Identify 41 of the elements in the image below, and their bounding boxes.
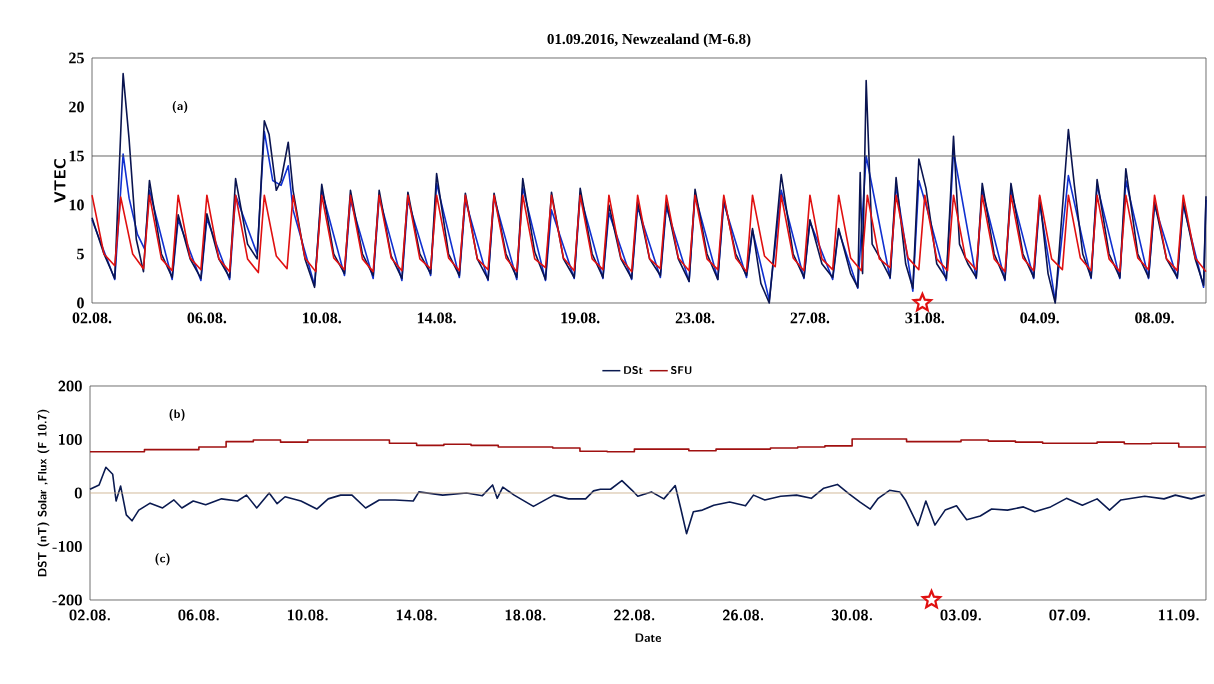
y-tick-label: -200 [52,594,82,606]
legend-label: DSt [624,366,643,375]
x-tick-label: 22.08. [613,609,655,621]
annotation: (b) [169,408,185,421]
y-tick-label: 0 [77,297,84,309]
y-tick-label: 20 [69,101,84,113]
y-tick-label: -100 [52,540,82,553]
x-tick-label: 10.08. [287,609,328,621]
x-tick-label: 31.08. [905,312,945,324]
x-tick-label: 06.08. [187,312,227,324]
legend-label: SFU [671,366,692,375]
x-tick-label: 02.08. [72,312,112,324]
x-tick-label: 14.08. [396,609,437,621]
x-tick-label: 08.09. [1135,312,1174,324]
x-tick-label: 07.09. [1049,609,1090,621]
annotation: (a) [172,100,188,113]
x-tick-label: 11.09. [1158,609,1199,621]
y-tick-label: 25 [69,52,84,64]
x-tick-label: 23.08. [675,312,715,324]
y-tick-label: 0 [74,487,82,499]
y-axis-title: DST (nT) Solar ,Flux (F 10.7) [37,409,50,577]
x-tick-label: 19.08. [561,312,600,324]
x-tick-label: 30.08. [831,609,872,621]
y-tick-label: 5 [77,248,84,260]
x-tick-label: 06.08. [178,609,219,621]
annotation: (c) [155,553,170,566]
y-tick-label: 15 [69,150,84,162]
x-tick-label: 02.08. [69,609,110,621]
x-tick-label: 03.09. [940,609,981,621]
x-tick-label: 27.08. [790,312,830,324]
y-tick-label: 10 [69,199,84,211]
y-tick-label: 200 [58,380,82,392]
x-tick-label: 18.08. [505,609,546,621]
x-tick-label: 26.08. [722,609,764,621]
x-tick-label: 10.08. [303,312,342,324]
y-tick-label: 100 [58,433,82,446]
chart-title: 01.09.2016, Newzealand (M-6.8) [547,33,751,48]
y-axis-title: VTEC [54,158,66,203]
x-tick-label: 04.09. [1020,312,1059,324]
x-tick-label: 14.08. [417,312,456,324]
x-axis-title: Date [635,633,661,642]
